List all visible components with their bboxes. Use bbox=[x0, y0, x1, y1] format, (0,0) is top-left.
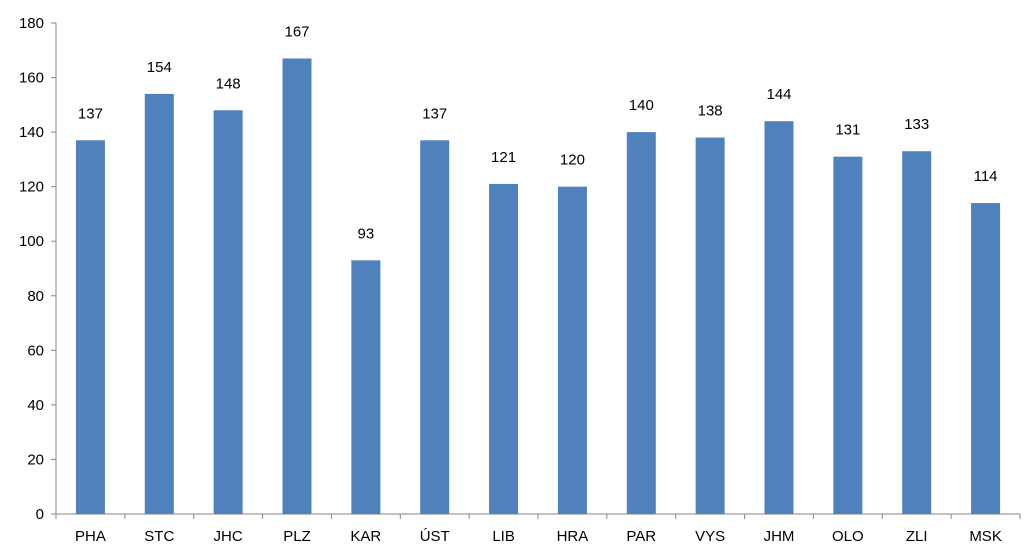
x-axis: PHA STC JHC PLZ KAR ÚST LIB HRA PAR VYS JHM OLO ZLI M… bbox=[55, 513, 1021, 545]
data-label: 138 bbox=[698, 103, 723, 120]
bar bbox=[902, 151, 932, 514]
x-tick-label: PAR bbox=[626, 528, 656, 545]
y-tick-label: 0 bbox=[36, 506, 44, 523]
bar bbox=[282, 58, 312, 514]
x-tick-label: JHM bbox=[764, 528, 795, 545]
y-tick-label: 60 bbox=[27, 342, 44, 359]
y-tick-label: 140 bbox=[19, 124, 44, 141]
data-labels: 137 154 148 167 93 137 121 120 140 138 144 131 133 11… bbox=[78, 23, 998, 242]
y-tick-label: 20 bbox=[27, 451, 44, 468]
bar bbox=[75, 140, 105, 515]
bar bbox=[695, 137, 725, 515]
data-label: 121 bbox=[491, 149, 516, 166]
x-tick-label: KAR bbox=[350, 528, 381, 545]
bar bbox=[557, 186, 587, 514]
x-tick-label: ÚST bbox=[420, 528, 450, 545]
x-tick-label: VYS bbox=[695, 528, 725, 545]
data-label: 114 bbox=[974, 168, 998, 185]
x-tick-label: LIB bbox=[492, 528, 515, 545]
x-tick-label: MSK bbox=[969, 528, 1002, 545]
data-label: 144 bbox=[766, 86, 791, 103]
x-tick-label: PLZ bbox=[283, 528, 311, 545]
data-label: 93 bbox=[358, 225, 375, 242]
bar bbox=[144, 93, 174, 514]
y-tick-label: 120 bbox=[19, 179, 44, 196]
x-tick-label: JHC bbox=[214, 528, 243, 545]
y-tick-label: 160 bbox=[19, 70, 44, 87]
y-tick-label: 180 bbox=[19, 15, 44, 32]
bar bbox=[971, 203, 1001, 515]
bar bbox=[833, 156, 863, 514]
bar bbox=[213, 110, 243, 515]
y-tick-label: 40 bbox=[27, 397, 44, 414]
x-tick-label: PHA bbox=[75, 528, 106, 545]
y-tick-label: 80 bbox=[27, 288, 44, 305]
x-tick-label: OLO bbox=[832, 528, 864, 545]
bar bbox=[420, 140, 450, 515]
bar bbox=[626, 132, 656, 514]
x-tick-label: HRA bbox=[557, 528, 589, 545]
bar bbox=[764, 121, 794, 514]
data-label: 148 bbox=[216, 75, 241, 92]
data-label: 140 bbox=[629, 97, 654, 114]
data-label: 137 bbox=[78, 105, 103, 122]
data-label: 154 bbox=[147, 59, 172, 76]
x-tick-label: ZLI bbox=[906, 528, 928, 545]
x-tick-label: STC bbox=[144, 528, 174, 545]
data-label: 133 bbox=[904, 116, 929, 133]
bars bbox=[75, 58, 1001, 515]
bar bbox=[351, 260, 381, 514]
y-axis: 0 20 40 60 80 100 120 140 160 180 bbox=[19, 15, 57, 523]
data-label: 131 bbox=[835, 122, 860, 139]
bar bbox=[489, 183, 519, 514]
data-label: 137 bbox=[422, 105, 447, 122]
data-label: 120 bbox=[560, 152, 585, 169]
data-label: 167 bbox=[284, 23, 309, 40]
y-tick-label: 100 bbox=[19, 233, 44, 250]
